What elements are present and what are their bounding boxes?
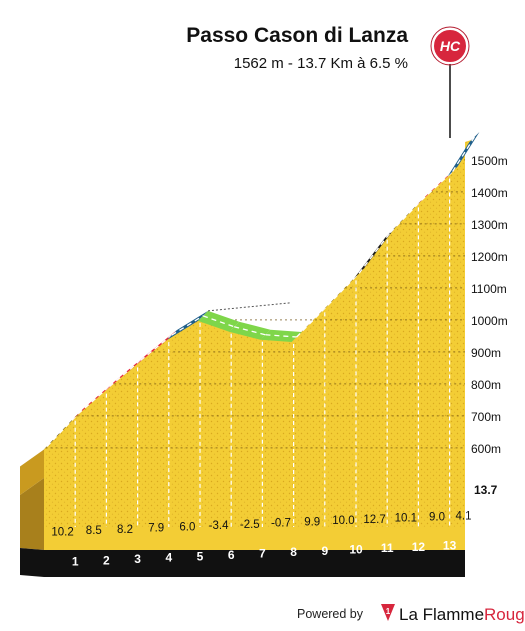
- km-label: 4: [165, 551, 172, 565]
- road-ribbon: [42, 132, 480, 452]
- road-centerline: [327, 272, 360, 306]
- road-centerline: [452, 136, 475, 172]
- road-segment: [229, 321, 271, 340]
- km-label: 6: [228, 548, 235, 562]
- altitude-label: 800m: [471, 378, 501, 392]
- road-segment: [198, 310, 240, 332]
- altitude-label: 1500m: [471, 154, 508, 168]
- altitude-labels: 600m 700m 800m 900m 1000m 1100m 1200m 1300m 1400…: [471, 154, 508, 456]
- km-label: 1: [72, 555, 79, 569]
- gradient-label: 10.0: [332, 515, 354, 527]
- altitude-label: 1400m: [471, 186, 508, 200]
- gradient-label: 10.2: [51, 526, 73, 538]
- end-km-band: [465, 478, 525, 502]
- altitude-label: 1000m: [471, 314, 508, 328]
- gradient-label: -2.5: [240, 519, 260, 531]
- altitude-label: 1300m: [471, 218, 508, 232]
- climb-subtitle: 1562 m - 13.7 Km à 6.5 %: [234, 55, 408, 72]
- flamme-rouge-logo-mark: 1: [386, 607, 391, 616]
- km-label: 10: [349, 543, 363, 557]
- altitude-label: 900m: [471, 346, 501, 360]
- brand-name-part2: Rouge: [484, 605, 525, 624]
- altitude-label: 1100m: [471, 282, 507, 296]
- road-centerline: [296, 304, 329, 338]
- category-badge-label: HC: [440, 38, 461, 54]
- descent-ghost-line: [207, 302, 290, 312]
- road-centerline: [202, 315, 235, 328]
- brand-name: La FlammeRouge: [399, 605, 525, 624]
- gradient-label: 10.1: [395, 513, 417, 525]
- km-label: 9: [321, 544, 328, 558]
- gradient-label: 7.9: [148, 523, 164, 535]
- brand-name-part1: La Flamme: [399, 605, 484, 624]
- gradient-label: 9.9: [304, 516, 320, 528]
- km-label: 13: [443, 538, 457, 552]
- profile-area: [44, 140, 472, 527]
- road-centerline: [46, 413, 79, 447]
- km-label: 2: [103, 553, 110, 567]
- altitude-label: 1200m: [471, 250, 508, 264]
- km-label: 5: [197, 549, 204, 563]
- road-centerline: [171, 315, 204, 336]
- km-labels: 1 2 3 4 5 6 7 8 9 10 11 12 13: [72, 538, 457, 568]
- km-label: 3: [134, 552, 141, 566]
- km-strip: [44, 550, 465, 577]
- km-gridlines: [74, 178, 451, 527]
- climb-title: Passo Cason di Lanza: [186, 24, 408, 47]
- gradient-labels: 10.2 8.5 8.2 7.9 6.0 -3.4 -2.5 -0.7 9.9 10.0 12.7 1…: [51, 510, 471, 538]
- gradient-label: 8.2: [117, 524, 133, 536]
- km-label: 8: [290, 545, 297, 559]
- gradient-label: 12.7: [363, 514, 385, 526]
- profile-base-side: [20, 478, 44, 550]
- gradient-label: 4.1: [456, 510, 472, 522]
- powered-by-label: Powered by: [297, 607, 364, 621]
- gradient-label: -0.7: [271, 518, 291, 530]
- road-centerline: [420, 171, 454, 201]
- road-centerline: [389, 199, 422, 234]
- km-label: 12: [412, 540, 426, 554]
- altitude-label: 700m: [471, 410, 501, 424]
- gradient-label: 6.0: [179, 521, 195, 533]
- road-centerline: [140, 334, 173, 361]
- road-centerline: [77, 386, 110, 415]
- end-km-label: 13.7: [474, 483, 498, 497]
- km-strip-side: [20, 548, 44, 577]
- road-centerline: [108, 359, 142, 388]
- altitude-label: 600m: [471, 442, 501, 456]
- profile-side: [20, 449, 44, 495]
- category-badge: HC: [430, 26, 470, 66]
- gradient-label: 8.5: [86, 525, 102, 537]
- km-label: 7: [259, 547, 266, 561]
- km-label: 11: [381, 541, 394, 555]
- gradient-label: 9.0: [429, 511, 445, 523]
- flamme-rouge-logo: 1: [381, 604, 395, 621]
- profile-base-front: [44, 527, 465, 550]
- gradient-label: -3.4: [209, 520, 229, 532]
- road-segment: [260, 329, 302, 342]
